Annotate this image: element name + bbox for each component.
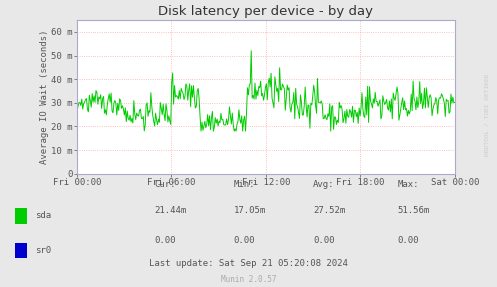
Text: RRDTOOL / TOBI OETIKER: RRDTOOL / TOBI OETIKER <box>485 73 490 156</box>
Text: 0.00: 0.00 <box>313 236 334 245</box>
Y-axis label: Average IO Wait (seconds): Average IO Wait (seconds) <box>40 30 49 164</box>
Text: Min:: Min: <box>234 181 255 189</box>
Text: sr0: sr0 <box>35 246 51 255</box>
Text: Avg:: Avg: <box>313 181 334 189</box>
Text: 27.52m: 27.52m <box>313 206 345 215</box>
Text: 17.05m: 17.05m <box>234 206 266 215</box>
Title: Disk latency per device - by day: Disk latency per device - by day <box>159 5 373 18</box>
Text: 21.44m: 21.44m <box>154 206 186 215</box>
Text: 0.00: 0.00 <box>154 236 175 245</box>
Text: Munin 2.0.57: Munin 2.0.57 <box>221 275 276 284</box>
Text: Last update: Sat Sep 21 05:20:08 2024: Last update: Sat Sep 21 05:20:08 2024 <box>149 259 348 268</box>
Text: Max:: Max: <box>398 181 419 189</box>
Text: Cur:: Cur: <box>154 181 175 189</box>
Text: 0.00: 0.00 <box>398 236 419 245</box>
Text: 51.56m: 51.56m <box>398 206 430 215</box>
Text: sda: sda <box>35 212 51 220</box>
Text: 0.00: 0.00 <box>234 236 255 245</box>
